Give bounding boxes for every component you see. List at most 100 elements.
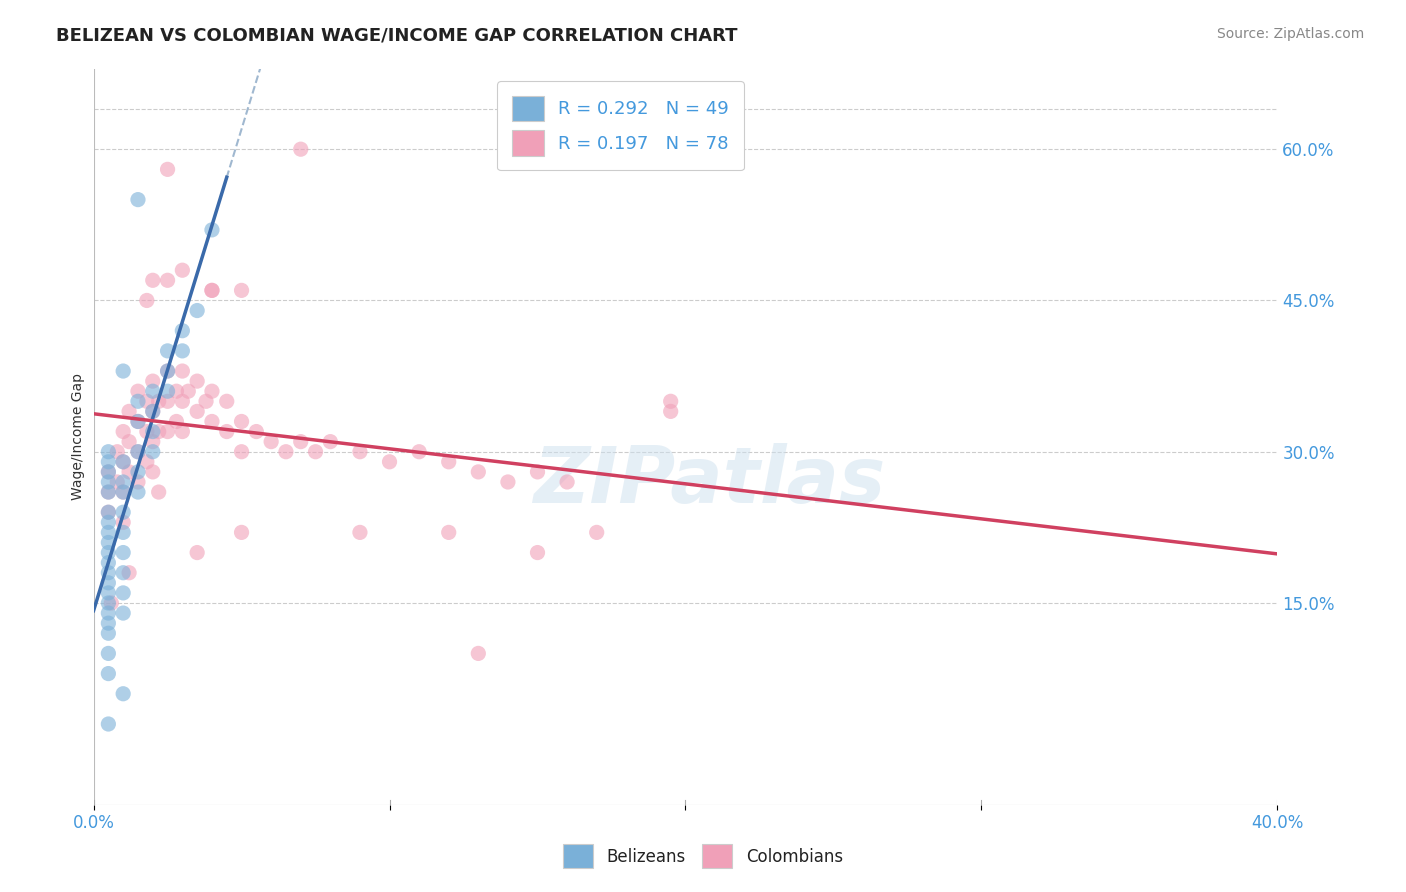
- Point: [112, 606, 135, 620]
- Point: [112, 485, 135, 500]
- Point: [118, 404, 141, 418]
- Point: [156, 394, 179, 409]
- Point: [97, 444, 120, 458]
- Point: [156, 364, 179, 378]
- Point: [142, 425, 165, 439]
- Point: [97, 616, 120, 631]
- Point: [186, 545, 208, 559]
- Point: [97, 606, 120, 620]
- Point: [112, 525, 135, 540]
- Point: [156, 384, 179, 399]
- Point: [112, 455, 135, 469]
- Point: [165, 415, 187, 429]
- Point: [97, 545, 120, 559]
- Point: [112, 545, 135, 559]
- Point: [156, 343, 179, 358]
- Point: [97, 516, 120, 530]
- Point: [97, 666, 120, 681]
- Point: [142, 374, 165, 388]
- Point: [156, 425, 179, 439]
- Point: [127, 485, 149, 500]
- Legend: R = 0.292   N = 49, R = 0.197   N = 78: R = 0.292 N = 49, R = 0.197 N = 78: [498, 81, 744, 170]
- Point: [105, 475, 128, 489]
- Point: [97, 626, 120, 640]
- Point: [97, 475, 120, 489]
- Point: [659, 394, 682, 409]
- Point: [135, 425, 157, 439]
- Point: [496, 475, 519, 489]
- Point: [349, 525, 371, 540]
- Text: ZIPatlas: ZIPatlas: [533, 442, 886, 519]
- Point: [156, 273, 179, 287]
- Point: [127, 465, 149, 479]
- Point: [186, 303, 208, 318]
- Point: [112, 566, 135, 580]
- Text: Source: ZipAtlas.com: Source: ZipAtlas.com: [1216, 27, 1364, 41]
- Point: [135, 394, 157, 409]
- Point: [378, 455, 401, 469]
- Point: [142, 434, 165, 449]
- Y-axis label: Wage/Income Gap: Wage/Income Gap: [72, 373, 86, 500]
- Point: [97, 647, 120, 661]
- Point: [142, 384, 165, 399]
- Point: [142, 273, 165, 287]
- Point: [100, 596, 122, 610]
- Point: [97, 596, 120, 610]
- Point: [215, 425, 238, 439]
- Point: [97, 556, 120, 570]
- Point: [349, 444, 371, 458]
- Point: [231, 284, 253, 298]
- Point: [142, 444, 165, 458]
- Point: [437, 455, 460, 469]
- Point: [215, 394, 238, 409]
- Point: [112, 505, 135, 519]
- Legend: Belizeans, Colombians: Belizeans, Colombians: [557, 838, 849, 875]
- Point: [186, 374, 208, 388]
- Point: [97, 535, 120, 549]
- Point: [127, 444, 149, 458]
- Point: [142, 404, 165, 418]
- Point: [97, 505, 120, 519]
- Point: [97, 505, 120, 519]
- Point: [408, 444, 430, 458]
- Point: [201, 384, 224, 399]
- Point: [467, 647, 489, 661]
- Point: [156, 364, 179, 378]
- Point: [112, 516, 135, 530]
- Point: [112, 425, 135, 439]
- Point: [105, 444, 128, 458]
- Point: [127, 394, 149, 409]
- Point: [526, 465, 548, 479]
- Point: [526, 545, 548, 559]
- Point: [260, 434, 283, 449]
- Point: [304, 444, 326, 458]
- Point: [195, 394, 218, 409]
- Point: [172, 343, 194, 358]
- Point: [127, 384, 149, 399]
- Point: [148, 394, 170, 409]
- Point: [319, 434, 342, 449]
- Point: [467, 465, 489, 479]
- Text: BELIZEAN VS COLOMBIAN WAGE/INCOME GAP CORRELATION CHART: BELIZEAN VS COLOMBIAN WAGE/INCOME GAP CO…: [56, 27, 738, 45]
- Point: [97, 586, 120, 600]
- Point: [118, 566, 141, 580]
- Point: [290, 434, 312, 449]
- Point: [112, 687, 135, 701]
- Point: [127, 193, 149, 207]
- Point: [201, 284, 224, 298]
- Point: [97, 575, 120, 590]
- Point: [231, 444, 253, 458]
- Point: [437, 525, 460, 540]
- Point: [231, 415, 253, 429]
- Point: [231, 525, 253, 540]
- Point: [555, 475, 578, 489]
- Point: [112, 586, 135, 600]
- Point: [201, 415, 224, 429]
- Point: [112, 485, 135, 500]
- Point: [274, 444, 297, 458]
- Point: [97, 455, 120, 469]
- Point: [165, 384, 187, 399]
- Point: [172, 263, 194, 277]
- Point: [112, 455, 135, 469]
- Point: [97, 525, 120, 540]
